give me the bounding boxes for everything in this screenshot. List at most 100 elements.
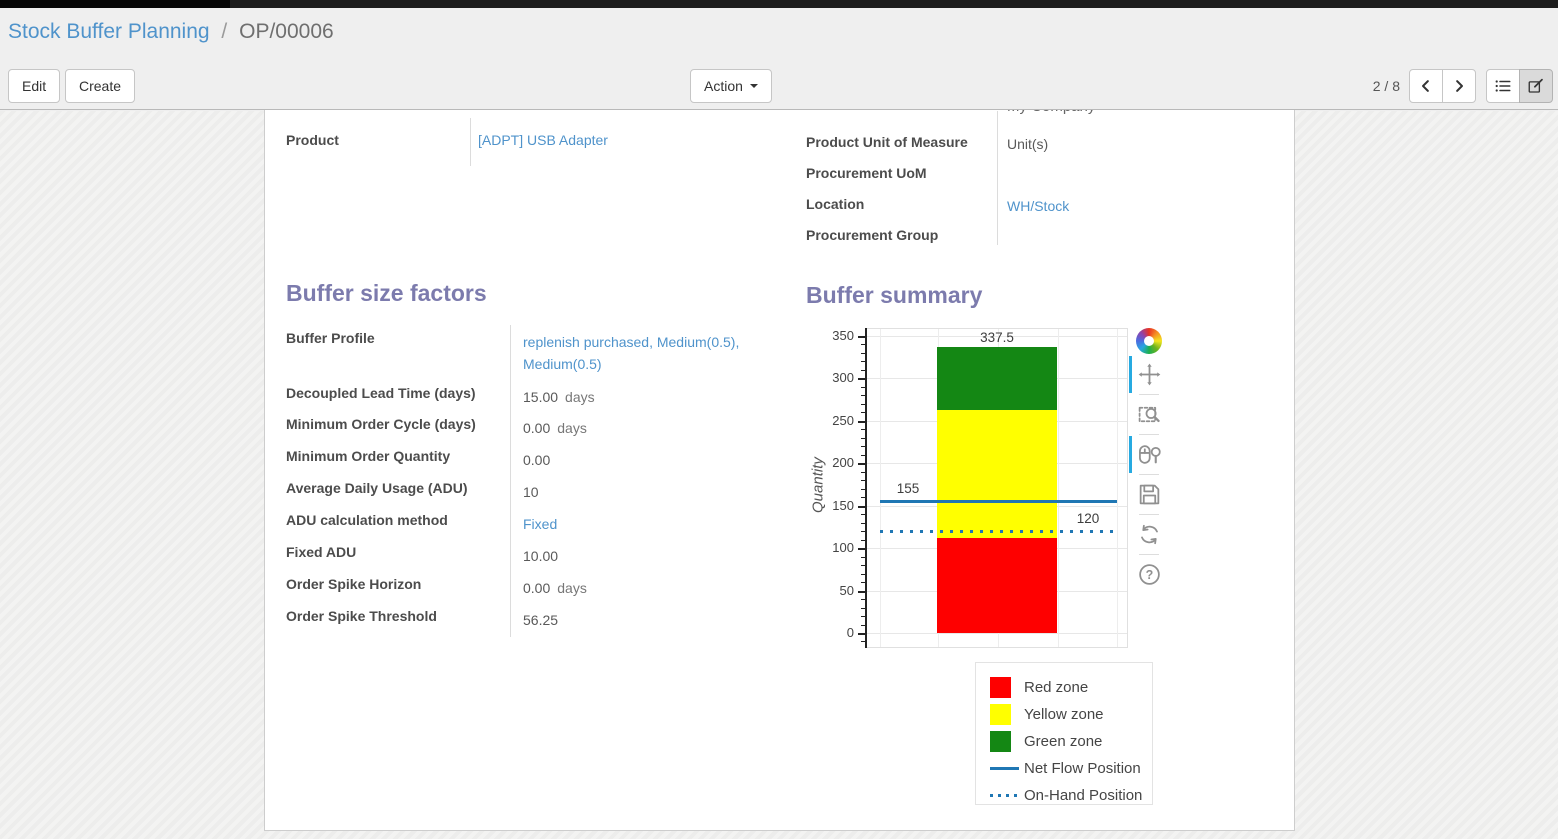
field-label-location: Location: [806, 196, 865, 212]
form-sheet: My Company Product [ADPT] USB Adapter Pr…: [264, 110, 1295, 831]
field-row: Order Spike Threshold 56.25: [286, 607, 776, 639]
chart-value-label: 337.5: [980, 329, 1014, 345]
gridline-v: [880, 329, 881, 647]
field-separator: [470, 118, 471, 166]
y-tick: [861, 616, 865, 618]
field-value-spike-horizon: 0.00 days: [523, 580, 587, 596]
toolbar-separator: [1139, 434, 1159, 435]
field-label-dlt: Decoupled Lead Time (days): [286, 385, 476, 401]
field-value-fixed-adu: 10.00: [523, 548, 559, 564]
legend-label: Green zone: [1024, 733, 1103, 750]
y-tick: [861, 395, 865, 397]
chevron-down-icon: [749, 84, 758, 88]
breadcrumb: Stock Buffer Planning / OP/00006: [8, 20, 334, 44]
y-tick-label: 350: [832, 328, 854, 343]
y-tick: [861, 361, 865, 363]
bokeh-toolbar: ?: [1128, 328, 1164, 591]
y-tick: [861, 582, 865, 584]
product-value-link[interactable]: [ADPT] USB Adapter: [478, 132, 608, 148]
next-record-button[interactable]: [1442, 69, 1476, 103]
list-view-icon: [1495, 80, 1511, 92]
y-tick-label: 50: [839, 582, 854, 598]
field-row: Location WH/Stock: [806, 194, 1276, 225]
y-tick: [861, 624, 865, 626]
box-zoom-icon: [1138, 406, 1160, 423]
field-label-buffer-profile: Buffer Profile: [286, 330, 375, 346]
y-tick: [858, 505, 865, 508]
chart-value-label: 155: [896, 481, 920, 497]
y-tick: [858, 633, 865, 635]
field-row: Procurement Group: [806, 225, 1276, 256]
field-label-product-uom: Product Unit of Measure: [806, 134, 968, 150]
bokeh-logo-icon[interactable]: [1136, 328, 1162, 354]
y-tick: [858, 420, 865, 423]
field-value-product-uom: Unit(s): [1007, 136, 1049, 152]
form-view-button[interactable]: [1519, 69, 1553, 103]
y-tick: [861, 565, 865, 567]
net-flow-line-swatch: [990, 767, 1019, 770]
action-button[interactable]: Action: [690, 69, 772, 103]
field-label-adu-method: ADU calculation method: [286, 512, 448, 528]
y-tick-label: 250: [832, 412, 854, 428]
y-tick: [861, 641, 865, 643]
location-value-link[interactable]: WH/Stock: [1007, 198, 1070, 214]
y-tick: [861, 437, 865, 439]
field-row: Buffer Profile replenish purchased, Medi…: [286, 329, 776, 384]
form-view-icon: [1528, 78, 1543, 93]
field-label-spike-horizon: Order Spike Horizon: [286, 576, 422, 592]
pager: 2 / 8: [1372, 78, 1400, 94]
svg-text:?: ?: [1145, 568, 1153, 582]
toolbar-separator: [1139, 394, 1159, 395]
pager-nav-group: [1409, 69, 1476, 103]
y-tick-label: 300: [832, 370, 854, 386]
chart-zone-yellow-zone: [937, 410, 1057, 538]
adu-method-value-link[interactable]: Fixed: [523, 516, 558, 532]
chart-y-axis-label: Quantity: [809, 457, 827, 513]
field-label-adu: Average Daily Usage (ADU): [286, 480, 468, 496]
pan-tool-button[interactable]: [1128, 356, 1162, 393]
reset-tool-button[interactable]: [1137, 518, 1162, 551]
buffer-profile-value-link[interactable]: replenish purchased, Medium(0.5), Medium…: [523, 334, 740, 372]
field-row: Decoupled Lead Time (days) 15.00 days: [286, 384, 776, 415]
company-field-value-clipped: My Company: [1007, 110, 1095, 115]
action-button-label: Action: [704, 78, 743, 94]
field-label-procurement-group: Procurement Group: [806, 227, 939, 243]
help-tool-button[interactable]: ?: [1137, 558, 1162, 591]
field-value-dlt: 15.00 days: [523, 389, 595, 405]
buffer-size-factors-group: Buffer Profile replenish purchased, Medi…: [286, 329, 776, 639]
y-tick: [861, 599, 865, 601]
field-label-min-order-qty: Minimum Order Quantity: [286, 448, 451, 464]
breadcrumb-parent-link[interactable]: Stock Buffer Planning: [8, 20, 210, 43]
field-value-min-order-cycle: 0.00 days: [523, 420, 587, 436]
list-view-button[interactable]: [1486, 69, 1520, 103]
save-tool-button[interactable]: [1137, 478, 1162, 511]
help-icon: ?: [1138, 564, 1160, 585]
field-label-product: Product: [286, 132, 339, 148]
y-tick: [861, 497, 865, 499]
create-button[interactable]: Create: [65, 69, 136, 103]
buffer-summary-chart[interactable]: Quantity 112.5262.5337.51551200501001502…: [806, 325, 1186, 670]
toolbar-separator: [1139, 474, 1159, 475]
field-row: Minimum Order Quantity 0.00: [286, 447, 776, 479]
y-tick: [861, 386, 865, 388]
y-tick: [861, 454, 865, 456]
wheel-zoom-tool-button[interactable]: [1128, 436, 1162, 473]
previous-record-button[interactable]: [1409, 69, 1443, 103]
y-tick: [861, 531, 865, 533]
y-tick: [861, 514, 865, 516]
field-row: Procurement UoM: [806, 163, 1276, 194]
y-tick: [861, 412, 865, 414]
chevron-right-icon: [1456, 80, 1463, 92]
edit-button[interactable]: Edit: [8, 69, 61, 103]
y-tick: [861, 488, 865, 490]
legend-item-net-flow: Net Flow Position: [990, 755, 1152, 782]
product-field-row: Product [ADPT] USB Adapter: [286, 132, 756, 148]
box-zoom-tool-button[interactable]: [1137, 398, 1162, 431]
y-tick: [861, 344, 865, 346]
y-tick: [861, 446, 865, 448]
on-hand-line-swatch: [990, 794, 1019, 797]
legend-item-yellow-zone: Yellow zone: [990, 701, 1152, 728]
app-top-bar-segment: [0, 0, 230, 8]
toolbar-separator: [1139, 514, 1159, 515]
yellow-zone-swatch: [990, 704, 1011, 725]
